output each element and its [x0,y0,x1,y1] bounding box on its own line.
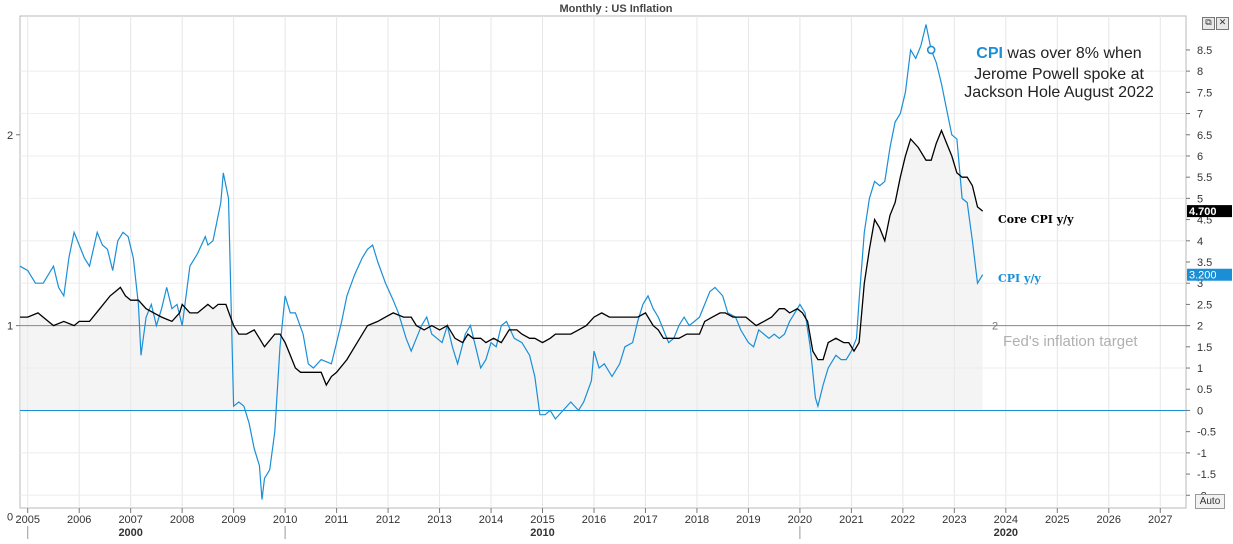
y-tick-label-right: 4.5 [1197,215,1212,227]
core-cpi-last-value-badge [1187,205,1232,218]
x-tick-label: 2027 [1148,514,1172,526]
x-tick-label: 2016 [582,514,606,526]
y-tick-label-left: 2 [7,130,13,142]
core-cpi-series-line [20,128,984,387]
chart-title: Monthly : US Inflation [559,3,672,15]
y-tick-label-right: 8.5 [1197,45,1212,57]
y-tick-label-right: 5 [1197,193,1203,205]
x-tick-label: 2008 [170,514,194,526]
x-tick-label: 2015 [530,514,554,526]
x-tick-label: 2021 [839,514,863,526]
x-tick-label: 2022 [891,514,915,526]
y-tick-label-right: -1.5 [1197,469,1216,481]
x-tick-label: 2026 [1097,514,1121,526]
x-tick-label: 2012 [376,514,400,526]
y-tick-label-right: 8 [1197,66,1203,78]
y-tick-label-right: 7 [1197,109,1203,121]
x-tick-label: 2017 [633,514,657,526]
y-tick-label-right: 0 [1197,405,1203,417]
x-tick-label: 2020 [788,514,812,526]
x-tick-label: 2018 [685,514,709,526]
y-tick-label-right: 2.5 [1197,299,1212,311]
cpi-last-value: 3.200 [1189,270,1217,282]
cpi-series-line [19,24,984,500]
cpi-annotation-marker [926,45,936,55]
core-cpi-label: Core CPI y/y [998,213,1074,226]
y-tick-label-left: 1 [7,321,13,333]
annotation-line-1-rest: was over 8% when [1003,45,1142,62]
y-tick-label-right: 1.5 [1197,342,1212,354]
y-tick-label-left: 0 [7,511,13,523]
annotation-line-1: CPI was over 8% when [976,45,1141,62]
fed-target-line-label: 2 [992,321,998,333]
x-tick-label: 2014 [479,514,503,526]
x-tick-label: 2010 [273,514,297,526]
x-tick-label: 2005 [15,514,39,526]
core-cpi-last-value: 4.700 [1189,206,1217,218]
y-tick-label-right: 5.5 [1197,172,1212,184]
y-tick-label-right: -0.5 [1197,427,1216,439]
annotation-line-3: Jackson Hole August 2022 [964,84,1154,101]
auto-scale-button[interactable]: Auto [1195,494,1225,509]
y-tick-label-right: 0.5 [1197,384,1212,396]
y-tick-label-right: 7.5 [1197,87,1212,99]
annotation-line-2: Jerome Powell spoke at [974,66,1144,83]
cpi-label: CPI y/y [998,272,1041,285]
x-decade-label: 2020 [994,527,1018,539]
restore-window-icon[interactable]: ⧉ [1202,17,1215,30]
x-tick-label: 2007 [118,514,142,526]
cpi-last-value-badge [1187,268,1232,281]
y-tick-label-right: 2 [1197,321,1203,333]
y-tick-label-right: 6.5 [1197,130,1212,142]
y-tick-label-right: 1 [1197,363,1203,375]
x-tick-label: 2023 [942,514,966,526]
x-tick-label: 2006 [67,514,91,526]
plot-area [19,15,1187,509]
y-tick-label-right: 3.5 [1197,257,1212,269]
x-tick-label: 2011 [325,514,349,526]
close-icon[interactable]: ✕ [1216,17,1229,30]
x-tick-label: 2019 [736,514,760,526]
y-tick-label-right: 4 [1197,236,1203,248]
annotation-cpi-word: CPI [976,45,1003,62]
x-decade-label: 2010 [530,527,554,539]
y-tick-label-right: -1 [1197,448,1207,460]
x-decade-label: 2000 [118,527,142,539]
x-tick-label: 2009 [221,514,245,526]
x-tick-label: 2013 [427,514,451,526]
y-tick-label-right: 3 [1197,278,1203,290]
x-tick-label: 2025 [1045,514,1069,526]
fed-target-annotation: Fed's inflation target [1003,333,1138,350]
x-tick-label: 2024 [994,514,1018,526]
y-tick-label-right: 6 [1197,151,1203,163]
